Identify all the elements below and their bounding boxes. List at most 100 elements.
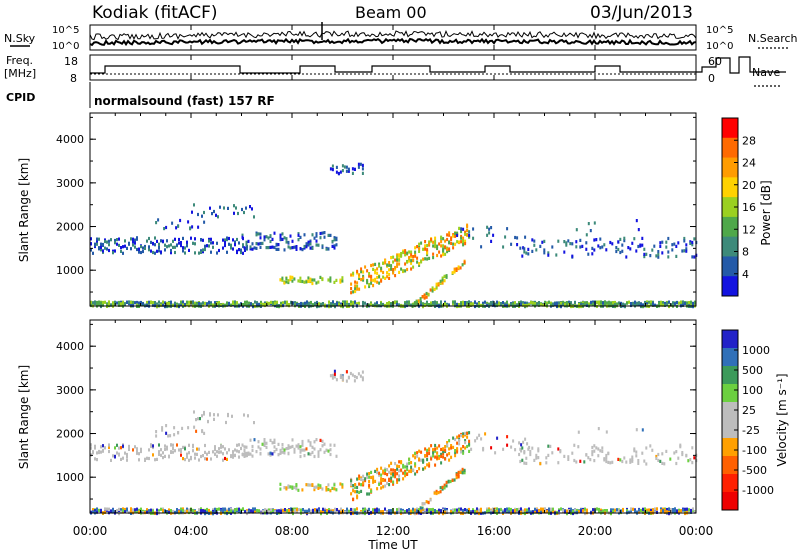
scatter-cell	[396, 253, 399, 257]
scatter-cell	[672, 508, 674, 512]
scatter-cell	[666, 508, 668, 512]
scatter-cell	[106, 247, 108, 251]
scatter-cell	[361, 378, 364, 382]
scatter-cell	[447, 479, 450, 483]
scatter-cell	[579, 238, 582, 242]
scatter-cell	[506, 507, 508, 511]
scatter-cell	[130, 300, 132, 305]
scatter-cell	[190, 457, 192, 461]
scatter-cell	[253, 438, 256, 442]
scatter-cell	[303, 280, 306, 284]
freq-label-line1: Freq.	[6, 54, 33, 67]
scatter-cell	[281, 232, 284, 236]
scatter-cell	[488, 227, 491, 231]
scatter-cell	[350, 492, 353, 496]
scatter-cell	[201, 214, 203, 218]
scatter-cell	[432, 256, 435, 260]
scatter-cell	[527, 447, 530, 451]
scatter-cell	[289, 234, 292, 238]
scatter-cell	[161, 428, 164, 432]
scatter-cell	[426, 248, 429, 252]
scatter-cell	[520, 507, 522, 511]
scatter-cell	[376, 487, 379, 491]
scatter-cell	[331, 240, 334, 244]
scatter-cell	[426, 300, 428, 304]
colorbar-swatch	[722, 384, 738, 403]
nsky-left-tick-top: 10^5	[52, 25, 79, 36]
scatter-cell	[543, 248, 546, 252]
scatter-cell	[428, 256, 431, 260]
scatter-cell	[306, 302, 308, 306]
scatter-cell	[611, 242, 614, 246]
scatter-cell	[598, 301, 600, 306]
scatter-cell	[146, 508, 148, 512]
scatter-cell	[211, 212, 213, 216]
scatter-cell	[116, 443, 118, 447]
scatter-cell	[301, 279, 304, 284]
scatter-cell	[668, 507, 670, 511]
scatter-cell	[345, 169, 348, 173]
scatter-cell	[362, 278, 365, 282]
scatter-cell	[637, 461, 640, 465]
scatter-cell	[188, 248, 190, 252]
scatter-cell	[456, 233, 459, 237]
scatter-cell	[442, 455, 445, 459]
scatter-cell	[140, 250, 142, 255]
scatter-cell	[114, 249, 116, 253]
scatter-cell	[144, 246, 146, 250]
scatter-cell	[305, 483, 308, 487]
scatter-cell	[360, 270, 363, 274]
scatter-cell	[360, 483, 363, 487]
scatter-cell	[441, 276, 444, 280]
scatter-cell	[261, 442, 264, 446]
colorbar-tick-label: -500	[742, 464, 767, 477]
scatter-cell	[309, 452, 312, 456]
scatter-cell	[392, 255, 395, 259]
power-ylabel: Slant Range [km]	[17, 158, 31, 262]
scatter-cell	[329, 443, 332, 447]
scatter-cell	[281, 276, 284, 280]
scatter-cell	[657, 252, 660, 257]
scatter-cell	[673, 451, 676, 455]
scatter-cell	[674, 507, 676, 511]
scatter-cell	[335, 236, 338, 240]
scatter-cell	[432, 244, 435, 248]
scatter-cell	[178, 241, 180, 245]
scatter-cell	[426, 251, 429, 255]
scatter-cell	[204, 244, 206, 248]
scatter-cell	[434, 443, 437, 448]
scatter-cell	[241, 207, 243, 212]
scatter-cell	[170, 303, 172, 307]
scatter-cell	[305, 280, 308, 284]
scatter-cell	[301, 439, 304, 444]
scatter-cell	[522, 440, 525, 444]
scatter-cell	[251, 242, 254, 246]
scatter-cell	[178, 303, 180, 307]
scatter-cell	[252, 507, 254, 511]
scatter-cell	[226, 510, 228, 514]
scatter-cell	[263, 438, 266, 442]
scatter-cell	[202, 250, 204, 254]
scatter-cell	[218, 450, 220, 454]
scatter-cell	[233, 204, 235, 208]
scatter-cell	[692, 305, 694, 309]
scatter-cell	[319, 448, 322, 452]
scatter-cell	[286, 509, 288, 513]
scatter-cell	[232, 301, 234, 305]
scatter-cell	[171, 221, 174, 225]
scatter-cell	[560, 305, 562, 309]
scatter-cell	[173, 433, 176, 437]
scatter-cell	[436, 244, 439, 248]
scatter-cell	[299, 276, 302, 280]
scatter-cell	[584, 507, 586, 511]
scatter-cell	[386, 481, 389, 485]
colorbar-swatch	[722, 137, 738, 159]
colorbar-swatch	[722, 177, 738, 198]
scatter-cell	[329, 279, 332, 283]
scatter-cell	[333, 372, 336, 376]
scatter-cell	[452, 436, 455, 440]
scatter-cell	[342, 305, 344, 309]
scatter-cell	[104, 507, 106, 511]
scatter-cell	[108, 243, 110, 247]
scatter-cell	[328, 510, 330, 514]
